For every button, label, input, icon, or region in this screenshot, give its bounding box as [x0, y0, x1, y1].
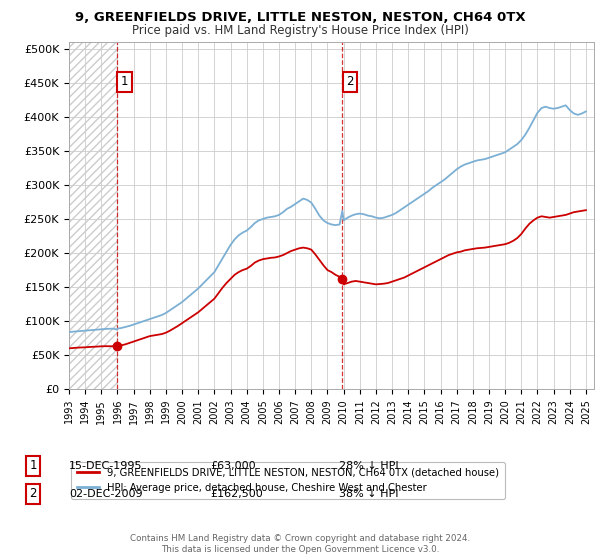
Text: £162,500: £162,500 [210, 489, 263, 499]
Text: 02-DEC-2009: 02-DEC-2009 [69, 489, 143, 499]
Text: 9, GREENFIELDS DRIVE, LITTLE NESTON, NESTON, CH64 0TX: 9, GREENFIELDS DRIVE, LITTLE NESTON, NES… [74, 11, 526, 24]
Text: 1: 1 [121, 76, 128, 88]
Text: Contains HM Land Registry data © Crown copyright and database right 2024.
This d: Contains HM Land Registry data © Crown c… [130, 534, 470, 554]
Text: 1: 1 [29, 459, 37, 473]
Bar [69, 42, 117, 389]
Text: 2: 2 [29, 487, 37, 501]
Text: £63,000: £63,000 [210, 461, 256, 471]
Text: Price paid vs. HM Land Registry's House Price Index (HPI): Price paid vs. HM Land Registry's House … [131, 24, 469, 37]
Text: 15-DEC-1995: 15-DEC-1995 [69, 461, 143, 471]
Legend: 9, GREENFIELDS DRIVE, LITTLE NESTON, NESTON, CH64 0TX (detached house), HPI: Ave: 9, GREENFIELDS DRIVE, LITTLE NESTON, NES… [71, 462, 505, 499]
Text: 2: 2 [346, 76, 354, 88]
Text: 38% ↓ HPI: 38% ↓ HPI [339, 489, 398, 499]
Text: 28% ↓ HPI: 28% ↓ HPI [339, 461, 398, 471]
